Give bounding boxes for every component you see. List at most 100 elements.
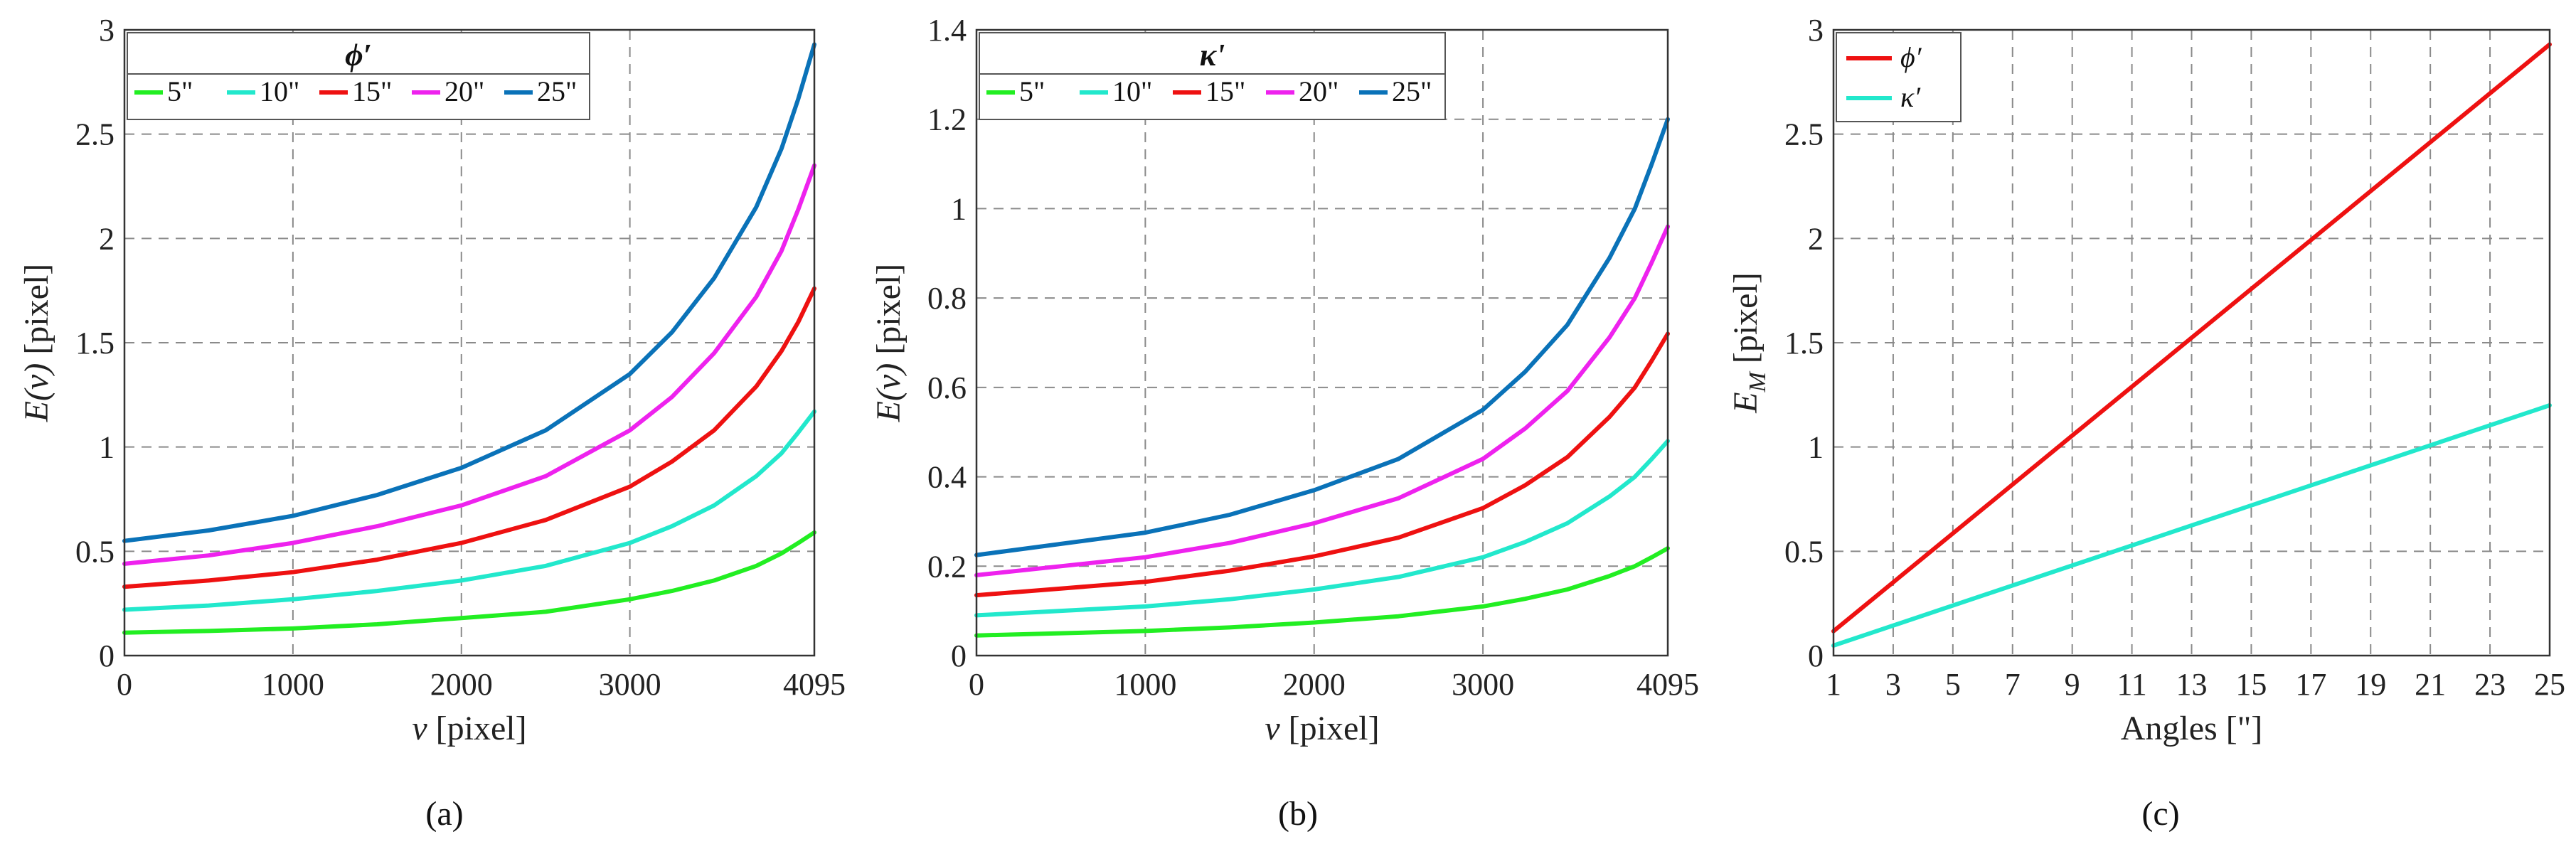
x-tick-label: 1000 (1114, 667, 1176, 702)
legend-box (127, 32, 590, 120)
y-axis-label-var: E (1727, 392, 1765, 413)
y-tick-label: 0.4 (927, 460, 967, 495)
y-tick-label: 2 (99, 221, 115, 256)
panel-label-a: (a) (425, 795, 463, 833)
y-tick-label: 2 (1808, 221, 1824, 256)
x-tick-label: 3000 (1452, 667, 1514, 702)
y-tick-label: 0 (951, 639, 967, 673)
legend-title: ϕ′ (345, 38, 372, 73)
y-tick-label: 1.2 (927, 102, 967, 137)
panel-b: 0 1000 2000 3000 4095 0 0.2 0.4 0.6 0.8 1 1.2 1.4 v [… (870, 13, 1699, 747)
y-axis-label: EM [pixel] (1727, 272, 1771, 414)
series-line-2 (122, 286, 816, 589)
y-axis-label: E(v) [pixel] (18, 264, 55, 423)
y-tick-label: 1.5 (75, 326, 115, 360)
plot-frame (1832, 28, 2551, 657)
series-line-3 (122, 163, 816, 566)
legend-entry-3: 20" (1299, 75, 1338, 107)
x-tick-label: 19 (2355, 667, 2386, 702)
x-tick-label: 2000 (1283, 667, 1346, 702)
series-line-1 (974, 439, 1670, 618)
x-tick-label: 4095 (783, 667, 846, 702)
y-axis-label-unit: [pixel] (18, 264, 55, 363)
y-tick-label: 0.6 (927, 370, 967, 405)
legend-entry-1: 10" (260, 75, 299, 107)
legend-entry-4: 25" (1392, 75, 1432, 107)
y-tick-label: 0 (1808, 639, 1824, 673)
x-tick-label: 1 (1826, 667, 1841, 702)
y-tick-label: 0 (99, 639, 115, 673)
y-tick-label: 0.8 (927, 281, 967, 316)
panel-label-c: (c) (2141, 795, 2179, 833)
y-axis-label-unit: [pixel] (870, 264, 908, 363)
y-tick-label: 1 (1808, 430, 1824, 465)
legend-entry-4: 25" (537, 75, 577, 107)
series-line-1 (1831, 403, 2552, 648)
series-line-4 (122, 42, 816, 543)
y-tick-label: 0.5 (75, 534, 115, 569)
x-tick-label: 4095 (1636, 667, 1699, 702)
x-tick-label: 23 (2474, 667, 2506, 702)
y-tick-label: 2.5 (75, 117, 115, 152)
series-line-0 (122, 530, 816, 635)
legend-box (1836, 32, 1962, 122)
y-tick-label: 0.2 (927, 549, 967, 584)
legend-entry-1: 10" (1112, 75, 1152, 107)
x-tick-label: 13 (2176, 667, 2208, 702)
x-tick-label: 2000 (430, 667, 493, 702)
series-line-3 (974, 224, 1670, 577)
legend-entry-0: 5" (167, 75, 193, 107)
x-tick-label: 17 (2295, 667, 2326, 702)
x-axis-label-unit: [pixel] (427, 710, 527, 747)
legend-entry-1: κ′ (1900, 81, 1921, 113)
x-tick-label: 5 (1945, 667, 1961, 702)
plot-frame (975, 28, 1669, 657)
y-axis-label-subscript: M (1745, 370, 1771, 392)
x-axis-label-unit: [pixel] (1280, 710, 1380, 747)
x-axis-label-var: v (412, 710, 427, 747)
y-tick-label: 0.5 (1784, 534, 1824, 569)
x-tick-label: 0 (969, 667, 984, 702)
y-axis-label: E(v) [pixel] (870, 264, 908, 423)
y-tick-label: 1.4 (927, 13, 967, 48)
series-line-0 (1831, 42, 2552, 634)
x-axis-label: Angles ["] (2121, 710, 2263, 747)
x-axis-label: v [pixel] (1265, 710, 1379, 747)
legend-title: κ' (1200, 38, 1225, 73)
y-axis-label-var: E(v) (870, 363, 908, 423)
legend-entry-3: 20" (445, 75, 484, 107)
x-tick-label: 3000 (599, 667, 661, 702)
y-axis-label-var: E(v) (18, 363, 55, 423)
x-axis-label-var: v (1265, 710, 1280, 747)
y-tick-label: 2.5 (1784, 117, 1824, 152)
y-tick-label: 3 (1808, 13, 1824, 48)
x-tick-label: 0 (117, 667, 132, 702)
y-tick-label: 1.5 (1784, 326, 1824, 360)
x-tick-label: 25 (2534, 667, 2565, 702)
y-tick-label: 1 (99, 430, 115, 465)
series-line-1 (122, 409, 816, 612)
x-tick-label: 11 (2117, 667, 2146, 702)
x-tick-label: 1000 (262, 667, 324, 702)
legend-entry-0: 5" (1019, 75, 1045, 107)
x-tick-label: 9 (2065, 667, 2080, 702)
x-tick-label: 7 (2005, 667, 2021, 702)
panel-label-b: (b) (1278, 795, 1318, 833)
series-line-4 (974, 117, 1670, 557)
panel-c: 1 3 5 7 9 11 13 15 17 19 21 23 2500.511.522.53Angles… (1727, 13, 2565, 747)
series-line-2 (974, 331, 1670, 598)
legend-entry-0: ϕ′ (1900, 41, 1922, 73)
plot-area (976, 30, 1668, 656)
legend-entry-2: 15" (352, 75, 392, 107)
x-tick-label: 3 (1885, 667, 1901, 702)
series-line-0 (974, 546, 1670, 638)
x-tick-label: 15 (2235, 667, 2267, 702)
y-tick-label: 3 (99, 13, 115, 48)
legend-box (979, 32, 1446, 120)
plot-frame (123, 28, 816, 657)
x-tick-label: 21 (2415, 667, 2446, 702)
legend-entry-2: 15" (1205, 75, 1245, 107)
x-axis-label: v [pixel] (412, 710, 526, 747)
y-tick-label: 1 (951, 191, 967, 226)
